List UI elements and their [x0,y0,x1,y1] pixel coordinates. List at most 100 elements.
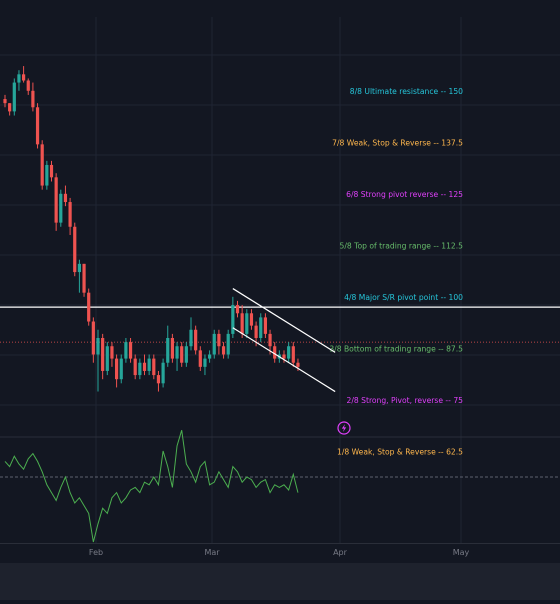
candle-body [184,346,188,363]
candlestick-series [3,66,300,392]
candle-body [31,90,35,108]
candle [105,342,109,376]
candle [282,350,286,363]
candle-body [263,317,267,334]
candle-body [287,346,291,359]
candle [3,94,7,108]
candle-body [221,346,226,355]
candle [110,342,114,367]
candle-body [119,358,123,380]
candle-body [26,80,30,91]
candle-body [282,354,286,359]
candle-body [8,103,12,112]
candle-body [73,226,77,273]
candle [161,358,165,388]
candle [54,173,58,231]
oscillator-pane [0,430,560,543]
candle-body [110,346,114,359]
candle [273,342,277,363]
trend-channel[interactable] [232,288,336,393]
candle-body [194,329,198,351]
candle-body [45,164,49,186]
candle [240,305,244,338]
candle-body [105,346,109,371]
bottom-toolbar [0,563,560,600]
candle [77,259,81,293]
candle-body [259,317,263,338]
murrey-level-label: 3/8 Bottom of trading range -- 87.5 [329,344,463,353]
candle-body [231,305,235,334]
candle [73,222,77,277]
time-axis-label: Mar [204,548,220,557]
candle [217,329,221,355]
candle-body [296,362,300,367]
candle-body [249,313,254,326]
candle [235,300,240,318]
murrey-level-label: 1/8 Weak, Stop & Reverse -- 62.5 [337,447,463,456]
candle-body [166,338,170,363]
candle [189,317,193,351]
candle [45,160,49,190]
candle-body [235,305,240,314]
candle-body [63,193,68,203]
candle-body [152,358,156,376]
candle-body [226,333,230,355]
candle [259,313,263,343]
candle [82,263,86,297]
candle-body [128,342,133,359]
candle [184,342,188,367]
candle [152,354,156,380]
candle-body [101,338,105,371]
candle-body [3,99,7,104]
candle-body [17,74,21,83]
candle [198,346,202,371]
candle-body [91,321,95,355]
top-border-strip [0,0,560,17]
candle [115,354,119,388]
candle [231,296,235,338]
candle-body [203,358,207,367]
flash-icon[interactable] [337,421,351,435]
candle [180,342,184,367]
candle [156,370,161,392]
candle [245,309,249,338]
candle [170,333,174,363]
murrey-level-label: 7/8 Weak, Stop & Reverse -- 137.5 [332,138,463,147]
candle [249,309,254,330]
candle [8,103,12,116]
candle [287,342,291,363]
candle-body [245,313,249,334]
candle [175,342,179,371]
candle [68,197,72,235]
candle-body [180,346,184,363]
candle-body [35,107,40,145]
candle [12,78,16,116]
candle-body [198,350,202,367]
candle [87,288,91,326]
candle-body [40,144,44,186]
candle-body [212,333,216,355]
candle [208,350,212,363]
candle [128,338,133,363]
candle [119,354,123,384]
candle-body [142,362,147,371]
candle-body [156,375,161,384]
candle-body [49,164,54,178]
candle-body [138,362,142,376]
candle-body [22,74,26,81]
candle-body [54,177,58,223]
candle [203,354,207,376]
candle [194,325,198,355]
murrey-level-label: 8/8 Ultimate resistance -- 150 [350,87,463,96]
time-axis-label: May [453,548,470,557]
candle [133,354,137,380]
candle-body [189,329,193,347]
channel-line [232,327,336,393]
candle-body [208,354,212,359]
candle [166,325,170,367]
candle-body [124,342,128,359]
murrey-level-label: 5/8 Top of trading range -- 112.5 [340,241,464,250]
candle [40,140,44,190]
